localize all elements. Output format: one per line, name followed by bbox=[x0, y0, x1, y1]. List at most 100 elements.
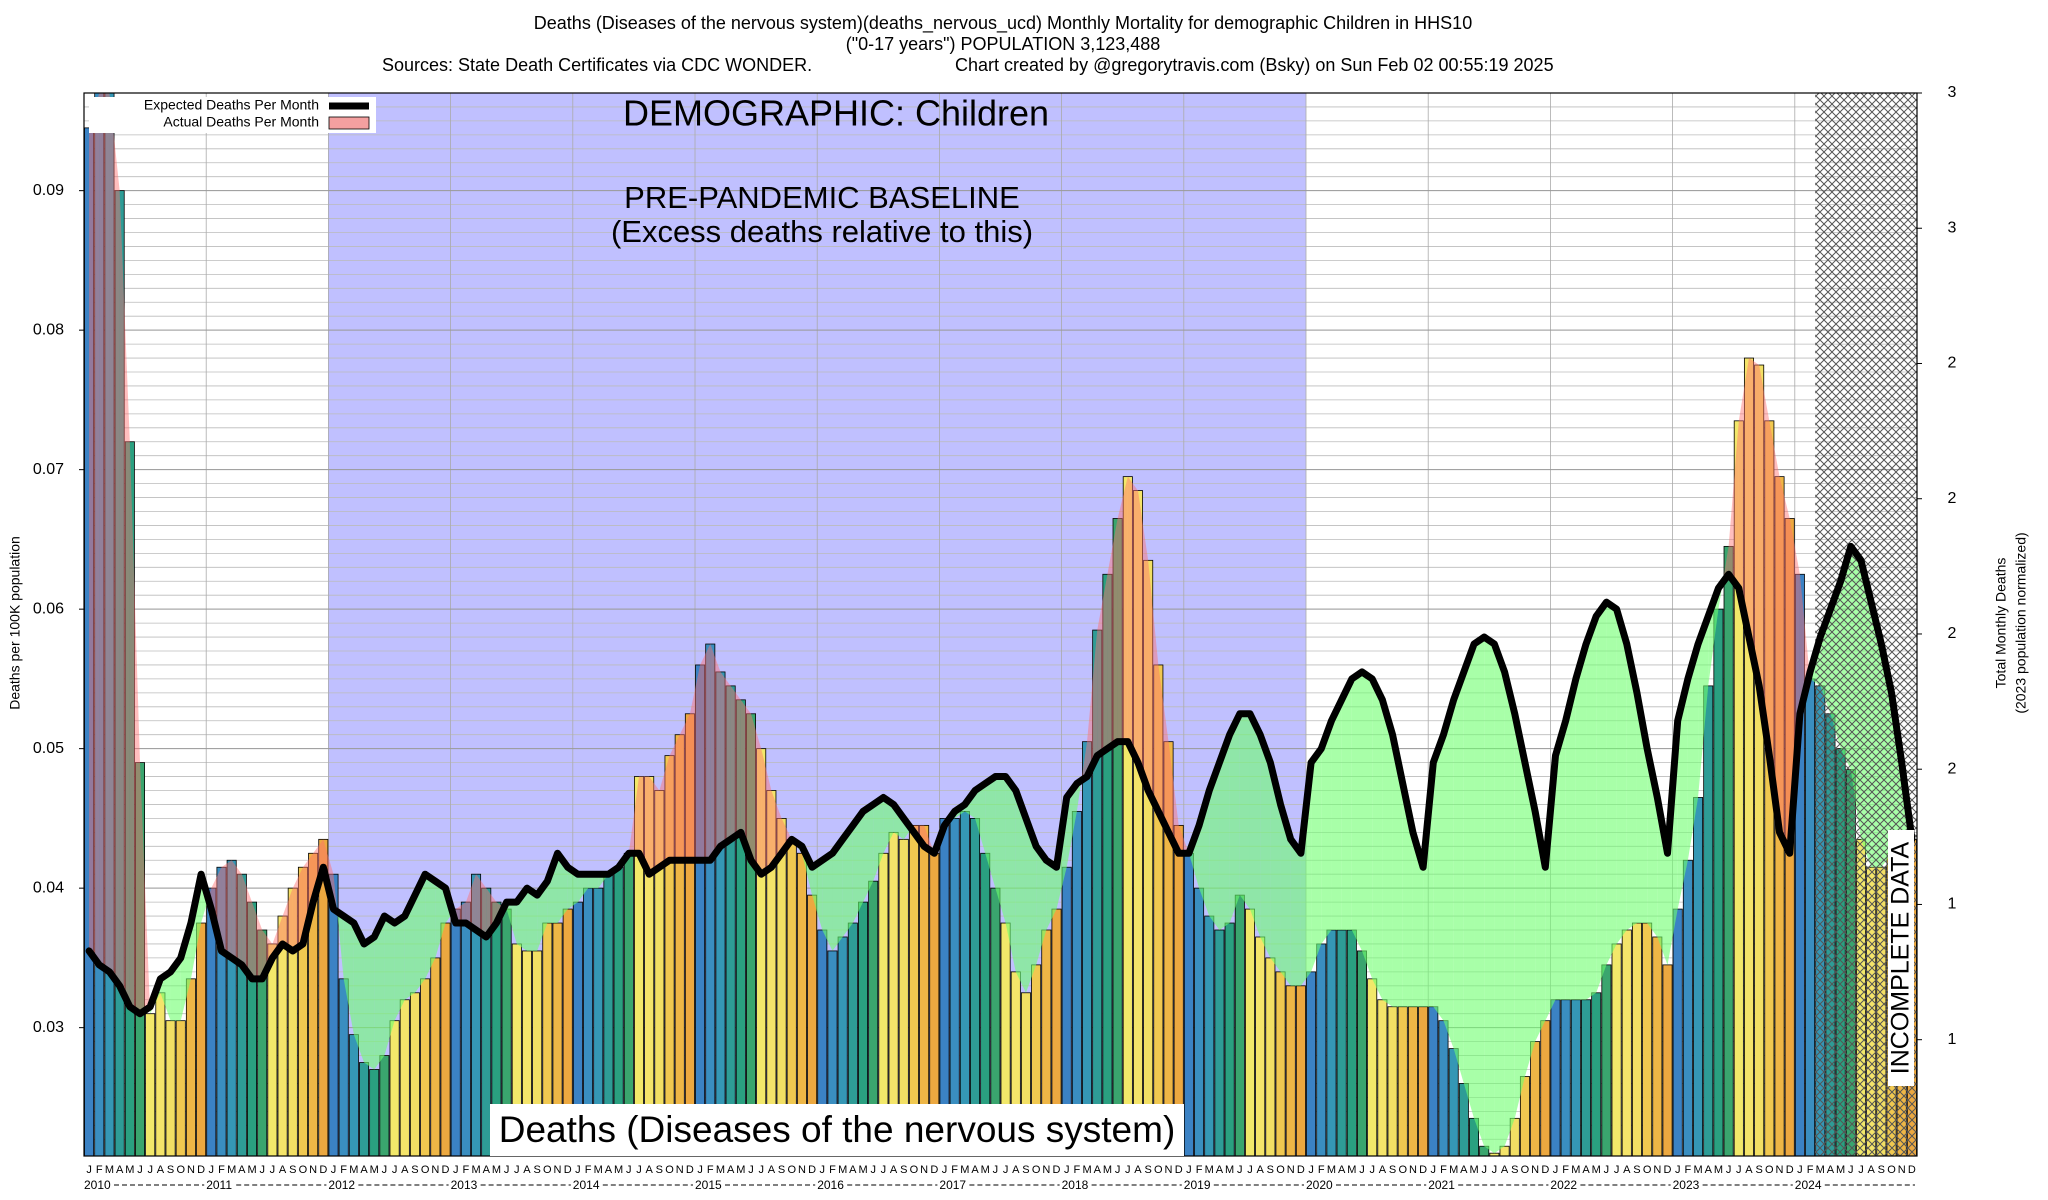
month-label: A bbox=[1705, 1164, 1713, 1176]
excess-fill bbox=[1728, 420, 1739, 589]
deficit-fill bbox=[1209, 762, 1220, 931]
month-label: M bbox=[125, 1164, 134, 1176]
month-label: J bbox=[1431, 1164, 1437, 1176]
excess-fill bbox=[292, 867, 303, 951]
bar bbox=[1581, 999, 1592, 1157]
deficit-fill bbox=[995, 776, 1006, 924]
year-label-bg bbox=[1427, 1178, 1458, 1192]
deficit-fill bbox=[160, 971, 171, 1021]
month-label: S bbox=[1267, 1164, 1274, 1176]
deficit-fill bbox=[1484, 637, 1495, 1154]
annotation-bg bbox=[490, 1104, 1184, 1156]
month-label: F bbox=[1562, 1164, 1569, 1176]
excess-fill bbox=[1158, 664, 1169, 833]
bar bbox=[1662, 964, 1673, 1157]
month-label: J bbox=[758, 1164, 764, 1176]
month-label: J bbox=[1675, 1164, 1681, 1176]
bar bbox=[1326, 929, 1337, 1157]
month-label: D bbox=[1908, 1164, 1916, 1176]
month-label: J bbox=[942, 1164, 948, 1176]
deficit-fill bbox=[1382, 699, 1393, 1007]
deficit-fill bbox=[394, 916, 405, 1021]
month-label: A bbox=[768, 1164, 776, 1176]
month-label: J bbox=[147, 1164, 153, 1176]
year-label: 2018 bbox=[1062, 1178, 1089, 1192]
month-label: N bbox=[920, 1164, 928, 1176]
bar bbox=[450, 908, 461, 1157]
bar bbox=[1082, 741, 1093, 1157]
annotation-bg bbox=[1888, 830, 1914, 1086]
month-label: N bbox=[1898, 1164, 1906, 1176]
deficit-fill bbox=[1015, 790, 1026, 993]
bar bbox=[1234, 894, 1245, 1157]
bar bbox=[1550, 999, 1561, 1157]
excess-fill bbox=[740, 699, 752, 861]
bars-layer bbox=[84, 92, 1917, 1157]
year-label-bg bbox=[1793, 1178, 1824, 1192]
bar bbox=[145, 1013, 156, 1157]
deficit-fill bbox=[1555, 720, 1566, 1000]
month-label: J bbox=[1481, 1164, 1487, 1176]
bar bbox=[1703, 685, 1714, 1157]
deficit-fill bbox=[1392, 734, 1403, 1007]
y2-tick-label: 2 bbox=[1948, 490, 1957, 507]
month-label: M bbox=[838, 1164, 847, 1176]
bar bbox=[1245, 908, 1255, 1157]
deficit-fill bbox=[852, 811, 864, 924]
month-label: J bbox=[1115, 1164, 1121, 1176]
year-label-bg bbox=[1305, 1178, 1335, 1192]
deficit-fill bbox=[1362, 671, 1373, 979]
excess-fill bbox=[272, 916, 283, 958]
excess-fill bbox=[649, 776, 660, 875]
excess-fill bbox=[700, 644, 711, 861]
deficit-fill bbox=[180, 923, 191, 1021]
month-label: O bbox=[1154, 1164, 1163, 1176]
year-label: 2024 bbox=[1795, 1178, 1822, 1192]
month-label: D bbox=[564, 1164, 572, 1176]
month-label: A bbox=[1827, 1164, 1835, 1176]
excess-fill bbox=[252, 902, 263, 979]
excess-fill bbox=[1097, 574, 1108, 756]
bar bbox=[389, 1020, 400, 1157]
bar bbox=[1183, 852, 1194, 1157]
annotation: PRE-PANDEMIC BASELINE bbox=[624, 180, 1020, 215]
deficit-fill bbox=[1331, 699, 1342, 931]
bar bbox=[1387, 1006, 1398, 1157]
excess-fill bbox=[771, 790, 782, 868]
month-label: M bbox=[370, 1164, 379, 1176]
deficit-fill bbox=[1616, 609, 1627, 944]
month-label: J bbox=[1359, 1164, 1365, 1176]
month-label: D bbox=[442, 1164, 450, 1176]
month-label: J bbox=[575, 1164, 581, 1176]
deficit-fill bbox=[526, 888, 538, 951]
deficit-fill bbox=[1687, 644, 1699, 861]
month-label: M bbox=[1082, 1164, 1091, 1176]
excess-fill bbox=[751, 713, 762, 875]
deficit-fill bbox=[1565, 678, 1576, 1000]
month-label: M bbox=[471, 1164, 480, 1176]
month-label: A bbox=[360, 1164, 368, 1176]
month-label: A bbox=[238, 1164, 246, 1176]
deficit-fill bbox=[812, 860, 823, 931]
excess-fill bbox=[1759, 365, 1770, 756]
month-label: F bbox=[707, 1164, 714, 1176]
expected-line bbox=[85, 542, 1916, 1018]
month-label: O bbox=[787, 1164, 796, 1176]
month-label: S bbox=[1633, 1164, 1640, 1176]
deficit-fill bbox=[1494, 644, 1505, 1154]
deficit-fill bbox=[374, 916, 385, 1070]
chart-title: Deaths (Diseases of the nervous system)(… bbox=[534, 13, 1472, 34]
month-label: O bbox=[1887, 1164, 1896, 1176]
deficit-fill bbox=[1046, 860, 1057, 931]
y2-tick-label: 1 bbox=[1948, 896, 1957, 913]
year-label-bg bbox=[1549, 1178, 1580, 1192]
month-label: M bbox=[1225, 1164, 1234, 1176]
month-label: F bbox=[1807, 1164, 1814, 1176]
bar bbox=[1265, 957, 1276, 1157]
month-label: O bbox=[1765, 1164, 1774, 1176]
year-label: 2013 bbox=[451, 1178, 478, 1192]
deficit-fill bbox=[1575, 644, 1587, 1000]
deficit-fill bbox=[1677, 678, 1688, 910]
